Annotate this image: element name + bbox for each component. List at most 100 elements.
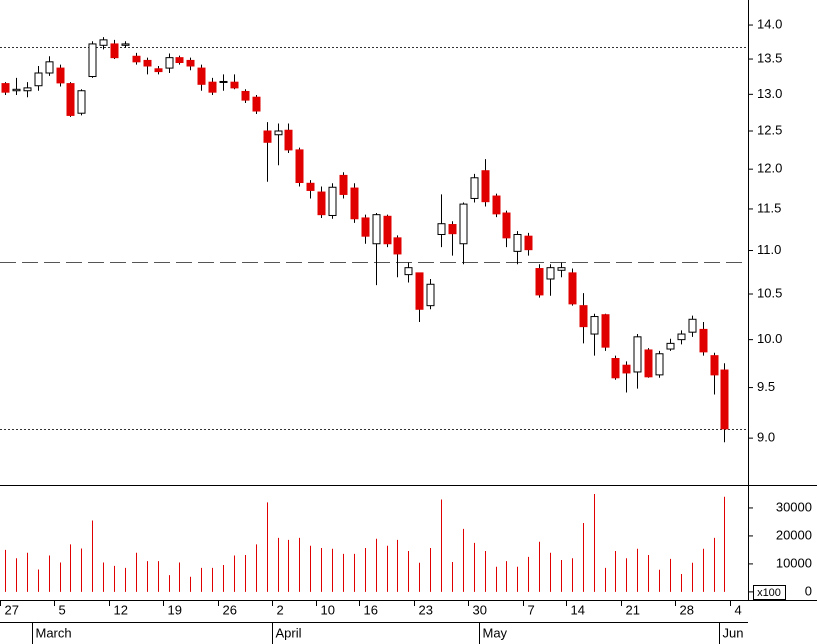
candle-body [393, 237, 402, 255]
y-tick-label: 9.5 [757, 379, 775, 394]
candle-body [546, 267, 555, 280]
candle-body [121, 43, 130, 46]
x-tick-label: 4 [735, 602, 742, 617]
candle-body [557, 267, 566, 271]
candle-body [295, 149, 304, 184]
candle-body [12, 88, 21, 92]
candle-body [143, 59, 152, 67]
x-tick-label: 5 [59, 602, 66, 617]
y-tick-label: 11.0 [757, 242, 781, 257]
x-tick-label: 16 [364, 602, 378, 617]
candle-body [470, 177, 479, 199]
candle-body [502, 212, 511, 239]
y-tick-label: 13.0 [757, 86, 782, 101]
candle-body [590, 316, 599, 335]
y-tick-label: 10.5 [757, 285, 782, 300]
candle-body [655, 353, 664, 376]
candle-body [252, 96, 261, 112]
candle-body [77, 90, 86, 114]
candle-body [241, 90, 250, 101]
candle-body [56, 67, 65, 84]
candle-body [459, 203, 468, 245]
x-tick-label: 10 [321, 602, 335, 617]
candle-body [633, 336, 642, 373]
x-tick-label: 28 [680, 602, 694, 617]
y-tick-label: 14.0 [757, 16, 782, 31]
y-tick-label: 9.0 [757, 430, 775, 445]
candle-body [23, 87, 32, 92]
x-tick-label: 23 [419, 602, 433, 617]
x-tick-label: 26 [223, 602, 237, 617]
candle-body [611, 358, 620, 379]
candle-body [284, 129, 293, 151]
candle-body [328, 186, 337, 216]
x-tick-label: 7 [528, 602, 535, 617]
candle-body [208, 81, 217, 93]
candle-body [699, 328, 708, 353]
candle-body [317, 191, 326, 216]
month-label: Jun [723, 625, 744, 640]
candle-body [372, 214, 381, 245]
candle-body [110, 43, 119, 59]
candle-body [383, 215, 392, 245]
candle-body [175, 57, 184, 64]
candle-body [197, 67, 206, 85]
candle-body [1, 83, 10, 93]
candle-body [579, 305, 588, 328]
candle-body [568, 272, 577, 305]
volume-unit: x100 [757, 587, 781, 599]
y-tick-label: 13.5 [757, 50, 782, 65]
candle-body [219, 80, 228, 83]
candle-body [644, 349, 653, 378]
y-tick-label: 12.5 [757, 122, 782, 137]
candle-body [66, 83, 75, 116]
candle-body [230, 81, 239, 89]
x-tick-label: 12 [114, 602, 128, 617]
candle-body [361, 217, 370, 237]
candle-body [720, 369, 729, 430]
x-tick-label: 27 [5, 602, 19, 617]
volume-tick-label: 0 [805, 583, 812, 598]
unit-box [753, 585, 786, 600]
candle-body [688, 318, 697, 333]
candle-body [415, 272, 424, 310]
x-tick-label: 14 [571, 602, 585, 617]
candle-body [710, 355, 719, 376]
candle-body [426, 283, 435, 307]
candle-body [404, 267, 413, 276]
x-tick-label: 2 [277, 602, 284, 617]
candle-body [492, 195, 501, 215]
volume-tick-label: 30000 [776, 499, 812, 514]
candle-body [132, 55, 141, 63]
month-label: May [483, 625, 508, 640]
candle-body [165, 57, 174, 69]
candle-body [524, 235, 533, 251]
candle-body [263, 130, 272, 143]
x-tick-label: 21 [626, 602, 640, 617]
candle-body [677, 333, 686, 341]
candle-body [45, 61, 54, 74]
y-tick-label: 12.0 [757, 161, 782, 176]
candle-body [535, 268, 544, 296]
candle-body [622, 364, 631, 374]
candle-body [339, 174, 348, 195]
candle-body [306, 182, 315, 191]
month-label: April [276, 625, 302, 640]
candle-body [186, 59, 195, 67]
x-tick-label: 19 [168, 602, 182, 617]
candle-body [513, 234, 522, 252]
y-tick-label: 10.0 [757, 331, 782, 346]
month-label: March [36, 625, 72, 640]
candle-body [154, 68, 163, 73]
candle-body [274, 130, 283, 136]
volume-tick-label: 10000 [776, 555, 812, 570]
y-tick-label: 11.5 [757, 200, 781, 215]
candle-body [88, 43, 97, 78]
candle-body [481, 170, 490, 203]
candle-body [448, 224, 457, 235]
candle-body [601, 314, 610, 348]
volume-tick-label: 20000 [776, 527, 812, 542]
